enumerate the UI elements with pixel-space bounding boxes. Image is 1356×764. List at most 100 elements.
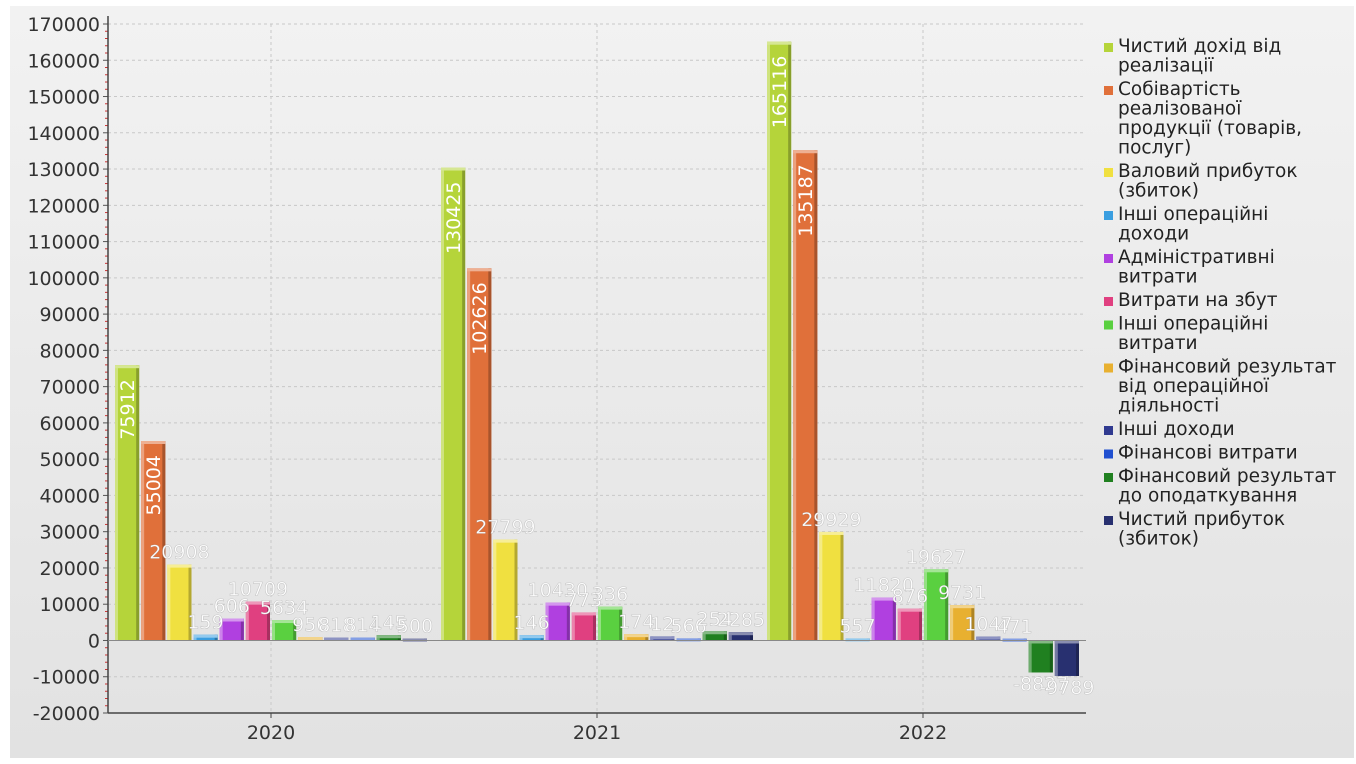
bar-top <box>793 150 818 154</box>
bar-body <box>493 539 518 641</box>
data-label: 606 <box>214 595 250 617</box>
legend-swatch <box>1104 254 1113 263</box>
y-tick-label: 50000 <box>40 449 100 471</box>
bar-shadow <box>267 601 270 641</box>
bar-shadow <box>971 605 975 641</box>
bar-highlight <box>793 150 797 641</box>
legend-swatch <box>1104 320 1113 330</box>
data-label: 75912 <box>117 379 139 439</box>
data-label: 159 <box>187 612 223 634</box>
legend-label-line: реалізованої <box>1118 99 1242 120</box>
legend-label-line: Інші операційні <box>1118 204 1268 225</box>
bar-top <box>1054 640 1079 644</box>
bar-shadow <box>645 634 649 641</box>
bar <box>845 638 870 642</box>
bar <box>141 441 166 641</box>
bar-highlight <box>871 597 875 641</box>
data-label: 566 <box>670 615 706 637</box>
bar <box>376 635 401 641</box>
bar-body <box>950 605 975 641</box>
data-label: 145 <box>371 612 407 634</box>
bar-highlight <box>467 268 471 641</box>
bar-highlight <box>571 612 575 641</box>
bar-body <box>1028 640 1053 673</box>
bar <box>676 638 701 642</box>
data-label: 254 <box>697 608 733 630</box>
bar-highlight <box>728 632 732 641</box>
bar-shadow <box>892 597 896 641</box>
data-label: 818 <box>318 615 354 637</box>
bar-top <box>924 569 949 573</box>
legend-label: Інші доходи <box>1118 419 1235 440</box>
bar-shadow <box>840 531 844 641</box>
bar-highlight <box>1028 640 1032 673</box>
bar-top <box>193 634 218 638</box>
data-label: 20908 <box>149 542 209 564</box>
bar <box>767 41 792 641</box>
bar-top <box>767 41 792 45</box>
legend-swatch <box>1104 43 1113 52</box>
bar-highlight <box>767 41 770 641</box>
y-tick-label: 0 <box>88 630 100 652</box>
bar-body <box>702 631 727 641</box>
bar <box>924 569 949 641</box>
bar <box>350 637 375 641</box>
legend-swatch <box>1104 86 1113 95</box>
bar-highlight <box>167 564 171 641</box>
bar-top <box>1028 640 1053 644</box>
bar-body <box>728 632 753 641</box>
data-label: 500 <box>397 616 433 638</box>
data-label: 1047 <box>964 614 1012 636</box>
bar <box>493 539 518 641</box>
bar-shadow <box>919 608 922 641</box>
bar-body <box>545 602 570 641</box>
bar-shadow <box>162 441 166 641</box>
bar-highlight <box>1054 640 1058 676</box>
data-label: 5634 <box>260 597 308 619</box>
bar-shadow <box>188 564 192 641</box>
bar-highlight <box>441 167 444 641</box>
bar-highlight <box>624 634 628 641</box>
bar-shadow <box>619 606 623 641</box>
legend-swatch <box>1104 449 1113 459</box>
bar-top <box>650 636 675 640</box>
legend-label-line: до оподаткування <box>1118 486 1297 507</box>
axes: -20000 -10000 0 10000 20000 30000 40000 50000 60… <box>27 14 1086 744</box>
data-label: 11820 <box>854 575 914 597</box>
bar-top <box>897 608 922 612</box>
bar <box>819 531 844 641</box>
bar-top <box>519 635 544 639</box>
data-label: 102626 <box>469 282 491 355</box>
bar <box>219 618 244 641</box>
bar-shadow <box>240 618 244 641</box>
bar-shadow <box>814 150 818 641</box>
bar-highlight <box>819 531 823 641</box>
bar <box>624 634 649 641</box>
bar-shadow <box>723 631 727 641</box>
bars <box>115 41 1079 676</box>
y-tick-label: -10000 <box>33 667 100 689</box>
legend-label-line: діяльності <box>1118 396 1219 417</box>
bar-top <box>467 268 492 272</box>
bar <box>193 634 218 641</box>
bar <box>871 597 896 641</box>
legend-swatch <box>1104 168 1113 177</box>
bar-highlight <box>897 608 901 641</box>
bar-top <box>598 606 623 610</box>
legend-label-line: (збиток) <box>1118 181 1199 202</box>
legend-swatch <box>1104 297 1113 306</box>
data-label: -8827 <box>1013 673 1068 695</box>
legend-label-line: Адміністративні <box>1118 247 1275 268</box>
legend-swatch <box>1104 211 1113 220</box>
bar-top <box>950 605 975 609</box>
bar-top <box>819 531 844 535</box>
legend-label-line: Фінансовий результат <box>1118 466 1337 487</box>
bar-top <box>702 631 727 635</box>
y-tick-label: 120000 <box>27 195 100 217</box>
bar <box>324 637 349 641</box>
y-tick-label: 20000 <box>40 558 100 580</box>
bar <box>728 632 753 641</box>
bar-body <box>441 167 466 641</box>
